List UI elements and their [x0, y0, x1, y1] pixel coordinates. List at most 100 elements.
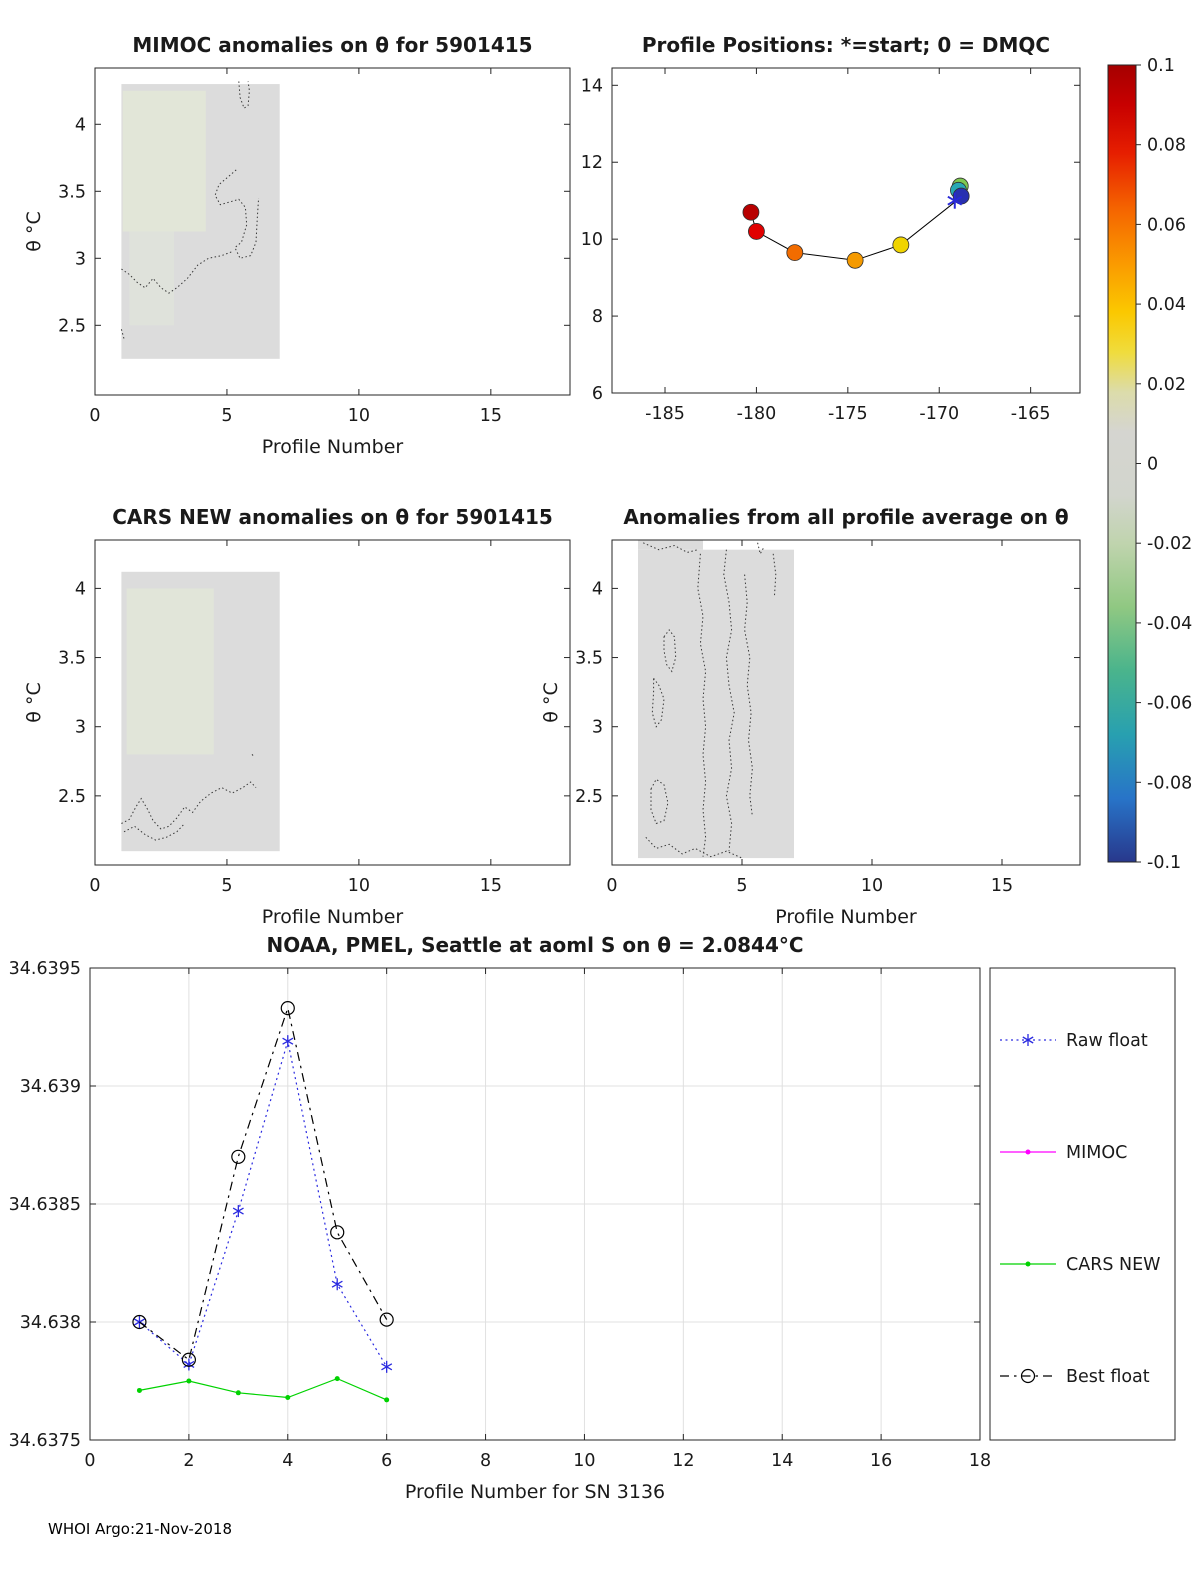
- x-tick-label: -170: [919, 404, 959, 424]
- y-tick-label: 8: [592, 307, 603, 327]
- y-tick-label: 34.639: [20, 1077, 81, 1097]
- y-tick-label: 6: [592, 384, 603, 404]
- legend-circle-marker: [1020, 1368, 1036, 1384]
- colorbar-tick-label: 0.08: [1147, 136, 1186, 156]
- y-tick-label: 3: [75, 249, 86, 269]
- y-tick-label: 4: [75, 579, 86, 599]
- x-tick-label: 6: [381, 1451, 392, 1471]
- chart-allprof: 0 5 10 15 2.5 3 3.5 4 Anomalies from all profile…: [540, 505, 1081, 928]
- legend: Raw float MIMOC CARS NEW Best float: [989, 967, 1176, 1441]
- chart-mimoc: 0 5 10 15 2.5 3 3.5 4 MIMOC anomalies on θ for 5…: [23, 33, 571, 458]
- y-tick-label: 10: [581, 230, 603, 250]
- legend-item-cars-new: CARS NEW: [1000, 1255, 1160, 1275]
- asterisk-marker: [282, 1037, 294, 1045]
- x-tick-label: -185: [645, 404, 685, 424]
- y-tick-label: 4: [75, 115, 86, 135]
- contour-line: [772, 553, 777, 596]
- y-tick-label: 3: [75, 718, 86, 738]
- colorbar-tick-label: 0.02: [1147, 375, 1186, 395]
- colorbar-tick-label: -0.06: [1147, 694, 1192, 714]
- circle-marker: [330, 1225, 345, 1240]
- y-tick-label: 14: [581, 76, 603, 96]
- footer-timestamp: WHOI Argo:21-Nov-2018: [48, 1520, 232, 1538]
- y-tick-label: 2.5: [575, 787, 603, 807]
- asterisk-marker: [183, 1360, 195, 1369]
- x-tick-label: -180: [737, 404, 777, 424]
- y-axis-label: θ °C: [23, 682, 45, 722]
- x-axis-label: Profile Number: [262, 436, 404, 458]
- legend-dot-marker: [1025, 1261, 1031, 1267]
- float-track-line: [750, 185, 961, 261]
- circle-marker: [181, 1352, 196, 1367]
- y-tick-label: 12: [581, 153, 603, 173]
- axes-box: [611, 539, 1081, 866]
- dot-marker: [384, 1397, 390, 1403]
- colorbar-tick-label: -0.08: [1147, 773, 1192, 793]
- shaded-region: [129, 231, 175, 326]
- contour-line: [757, 542, 765, 556]
- asterisk-marker: [947, 195, 963, 206]
- series-line: [139, 1377, 387, 1401]
- legend-dot-marker: [1025, 1149, 1031, 1155]
- contour-line: [123, 823, 186, 841]
- colorbar: 0.1 0.08 0.06 0.04 0.02 0 -0.02 -0.04 -0.06 -0.08…: [1107, 56, 1192, 873]
- y-tick-label: 2.5: [58, 316, 86, 336]
- contour-line: [214, 169, 260, 259]
- y-tick-label: 3.5: [575, 649, 603, 669]
- chart-title: MIMOC anomalies on θ for 5901415: [132, 33, 532, 57]
- chart-title: Profile Positions: *=start; 0 = DMQC: [642, 33, 1050, 57]
- y-tick-label: 4: [592, 579, 603, 599]
- x-tick-label: 16: [870, 1451, 892, 1471]
- contour-line: [120, 329, 125, 339]
- legend-item-raw-float: Raw float: [1000, 1031, 1148, 1051]
- profile-position-point: [742, 203, 760, 221]
- colorbar-tick-label: 0.1: [1147, 56, 1175, 76]
- contour-line: [642, 542, 698, 553]
- legend-item-mimoc: MIMOC: [1000, 1143, 1127, 1163]
- series-best-float: [132, 1001, 394, 1367]
- asterisk-marker: [331, 1280, 343, 1288]
- profile-position-point: [748, 223, 765, 240]
- x-axis-label: Profile Number for SN 3136: [405, 1481, 665, 1503]
- legend-item-best-float: Best float: [1000, 1367, 1150, 1387]
- series-line: [139, 1041, 388, 1368]
- contour-line: [121, 781, 257, 830]
- x-tick-label: 0: [84, 1451, 95, 1471]
- chart-title: Anomalies from all profile average on θ: [623, 505, 1068, 529]
- chart-title: NOAA, PMEL, Seattle at aoml S on θ = 2.0…: [266, 933, 803, 957]
- x-tick-label: 10: [348, 406, 370, 426]
- y-tick-label: 2.5: [58, 787, 86, 807]
- x-tick-label: 4: [282, 1451, 293, 1471]
- y-tick-label: 34.638: [20, 1313, 81, 1333]
- y-tick-label: 34.6385: [9, 1195, 81, 1215]
- contour-line: [251, 754, 256, 758]
- x-tick-label: 10: [861, 876, 883, 896]
- axes-box: [611, 67, 1081, 394]
- colorbar-tick-label: 0.06: [1147, 215, 1186, 235]
- dot-marker: [334, 1376, 340, 1382]
- y-tick-label: 34.6395: [9, 959, 81, 979]
- y-axis-label: θ °C: [23, 211, 45, 251]
- legend-label: Best float: [1066, 1367, 1150, 1387]
- contour-line: [121, 251, 233, 294]
- asterisk-marker: [381, 1363, 393, 1371]
- x-tick-label: 8: [480, 1451, 491, 1471]
- axes-box: [94, 539, 571, 866]
- dot-marker: [186, 1378, 192, 1384]
- x-axis-label: Profile Number: [775, 906, 917, 928]
- y-tick-label: 34.6375: [9, 1431, 81, 1451]
- x-tick-label: -165: [1011, 404, 1051, 424]
- shaded-region: [638, 549, 794, 859]
- y-tick-label: 3.5: [58, 649, 86, 669]
- circle-marker: [231, 1149, 246, 1164]
- contour-line: [723, 549, 735, 852]
- x-tick-label: 10: [348, 876, 370, 896]
- contour-line: [645, 836, 743, 859]
- x-tick-label: 0: [89, 876, 100, 896]
- colorbar-gradient: [1107, 64, 1137, 863]
- colorbar-tick-label: -0.1: [1147, 853, 1181, 873]
- series-raw-float: [133, 1035, 393, 1373]
- asterisk-marker: [232, 1207, 244, 1215]
- dot-marker: [235, 1390, 241, 1396]
